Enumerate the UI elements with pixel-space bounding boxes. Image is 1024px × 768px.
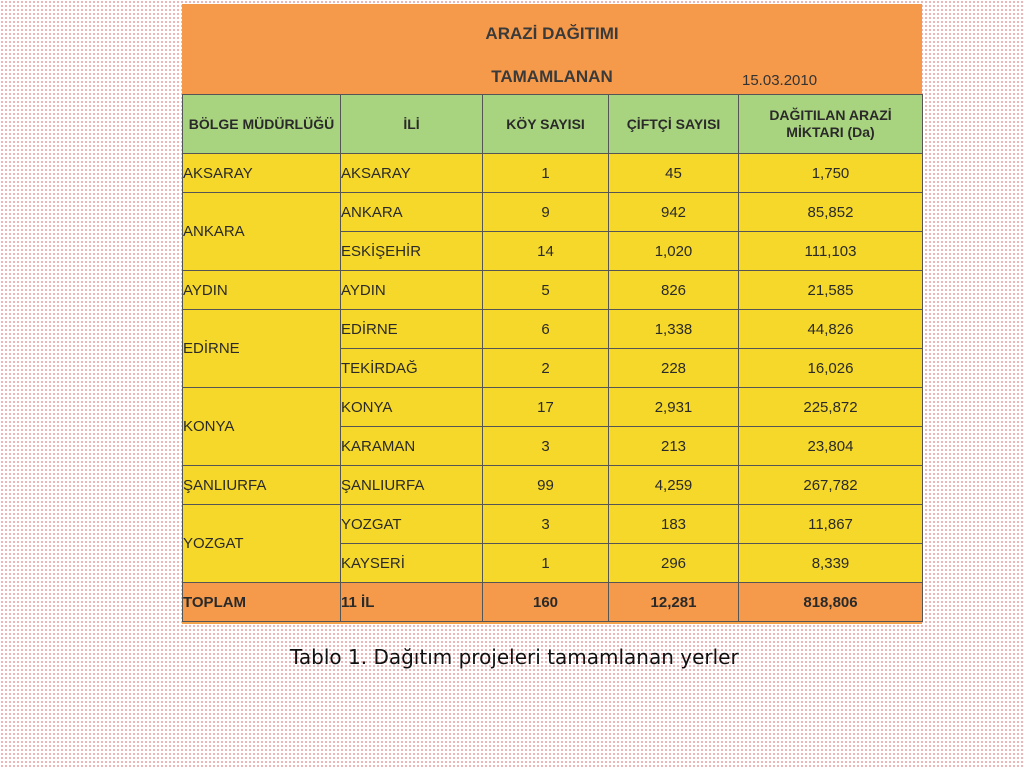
table-row: KARAMAN 3 213 23,804 [183, 426, 923, 466]
cell-farmers: 1,338 [608, 309, 739, 349]
cell-villages: 6 [482, 309, 609, 349]
cell-province: ANKARA [340, 192, 483, 232]
cell-villages: 1 [482, 543, 609, 583]
cell-area: 11,867 [738, 504, 923, 544]
table-row: KONYA KONYA 17 2,931 225,872 [182, 387, 923, 466]
cell-area: 8,339 [738, 543, 923, 583]
table-row: EDİRNE EDİRNE 6 1,338 44,826 [182, 309, 923, 388]
cell-province: KARAMAN [340, 426, 483, 466]
cell-province: KAYSERİ [340, 543, 483, 583]
table-row: YOZGAT YOZGAT 3 183 11,867 [182, 504, 923, 583]
cell-area: 16,026 [738, 348, 923, 388]
cell-area: 44,826 [738, 309, 923, 349]
cell-farmers: 183 [608, 504, 739, 544]
table-title: ARAZİ DAĞITIMI [485, 24, 619, 43]
land-distribution-table: ARAZİ DAĞITIMI TAMAMLANAN 15.03.2010 BÖL… [182, 4, 923, 624]
header-area: DAĞITILAN ARAZİ MİKTARI (Da) [738, 94, 923, 154]
cell-farmers: 296 [608, 543, 739, 583]
header-region: BÖLGE MÜDÜRLÜĞÜ [182, 94, 341, 154]
cell-farmers: 2,931 [608, 387, 739, 427]
cell-area: 85,852 [738, 192, 923, 232]
cell-province: AKSARAY [340, 153, 483, 193]
cell-province: ESKİŞEHİR [340, 231, 483, 271]
cell-province: YOZGAT [340, 504, 483, 544]
cell-area: 21,585 [738, 270, 923, 310]
cell-villages: 99 [482, 465, 609, 505]
cell-farmers: 942 [608, 192, 739, 232]
table-row: TEKİRDAĞ 2 228 16,026 [183, 348, 923, 388]
cell-region: KONYA [182, 387, 341, 466]
cell-area: 111,103 [738, 231, 923, 271]
table-row: ANKARA ANKARA 9 942 85,852 [182, 192, 923, 271]
cell-farmers: 4,259 [608, 465, 739, 505]
cell-farmers: 1,020 [608, 231, 739, 271]
table-row: AYDIN AYDIN 5 826 21,585 [182, 270, 923, 310]
cell-province: KONYA [340, 387, 483, 427]
total-row: TOPLAM 11 İL 160 12,281 818,806 [182, 582, 923, 622]
table-row: AKSARAY AKSARAY 1 45 1,750 [182, 153, 923, 193]
table-title-block: ARAZİ DAĞITIMI TAMAMLANAN 15.03.2010 [182, 4, 922, 94]
cell-region: AYDIN [182, 270, 341, 310]
cell-province: ŞANLIURFA [340, 465, 483, 505]
cell-area: 267,782 [738, 465, 923, 505]
cell-farmers: 228 [608, 348, 739, 388]
table-date: 15.03.2010 [742, 72, 818, 89]
table-row: ŞANLIURFA ŞANLIURFA 99 4,259 267,782 [182, 465, 923, 505]
cell-region: EDİRNE [182, 309, 341, 388]
cell-region: ANKARA [182, 192, 341, 271]
cell-region: AKSARAY [182, 153, 341, 193]
cell-villages: 1 [482, 153, 609, 193]
cell-farmers: 213 [608, 426, 739, 466]
header-villages: KÖY SAYISI [482, 94, 609, 154]
table-row: KAYSERİ 1 296 8,339 [183, 543, 923, 583]
cell-villages: 2 [482, 348, 609, 388]
cell-province: AYDIN [340, 270, 483, 310]
cell-area: 1,750 [738, 153, 923, 193]
cell-villages: 3 [482, 426, 609, 466]
cell-farmers: 826 [608, 270, 739, 310]
total-farmers: 12,281 [608, 582, 739, 622]
table-row: ESKİŞEHİR 14 1,020 111,103 [183, 231, 923, 271]
table-subtitle: TAMAMLANAN [491, 67, 613, 86]
data-grid: BÖLGE MÜDÜRLÜĞÜ İLİ KÖY SAYISI ÇİFTÇİ SA… [182, 94, 923, 622]
cell-villages: 9 [482, 192, 609, 232]
cell-region: ŞANLIURFA [182, 465, 341, 505]
table-caption: Tablo 1. Dağıtım projeleri tamamlanan ye… [290, 645, 739, 669]
cell-province: EDİRNE [340, 309, 483, 349]
cell-villages: 17 [482, 387, 609, 427]
cell-farmers: 45 [608, 153, 739, 193]
cell-province: TEKİRDAĞ [340, 348, 483, 388]
total-villages: 160 [482, 582, 609, 622]
header-farmers: ÇİFTÇİ SAYISI [608, 94, 739, 154]
total-province: 11 İL [340, 582, 483, 622]
cell-villages: 3 [482, 504, 609, 544]
total-region: TOPLAM [182, 582, 341, 622]
cell-villages: 14 [482, 231, 609, 271]
cell-region: YOZGAT [182, 504, 341, 583]
cell-villages: 5 [482, 270, 609, 310]
cell-area: 225,872 [738, 387, 923, 427]
cell-area: 23,804 [738, 426, 923, 466]
header-province: İLİ [340, 94, 483, 154]
header-row: BÖLGE MÜDÜRLÜĞÜ İLİ KÖY SAYISI ÇİFTÇİ SA… [182, 94, 923, 154]
total-area: 818,806 [738, 582, 923, 622]
